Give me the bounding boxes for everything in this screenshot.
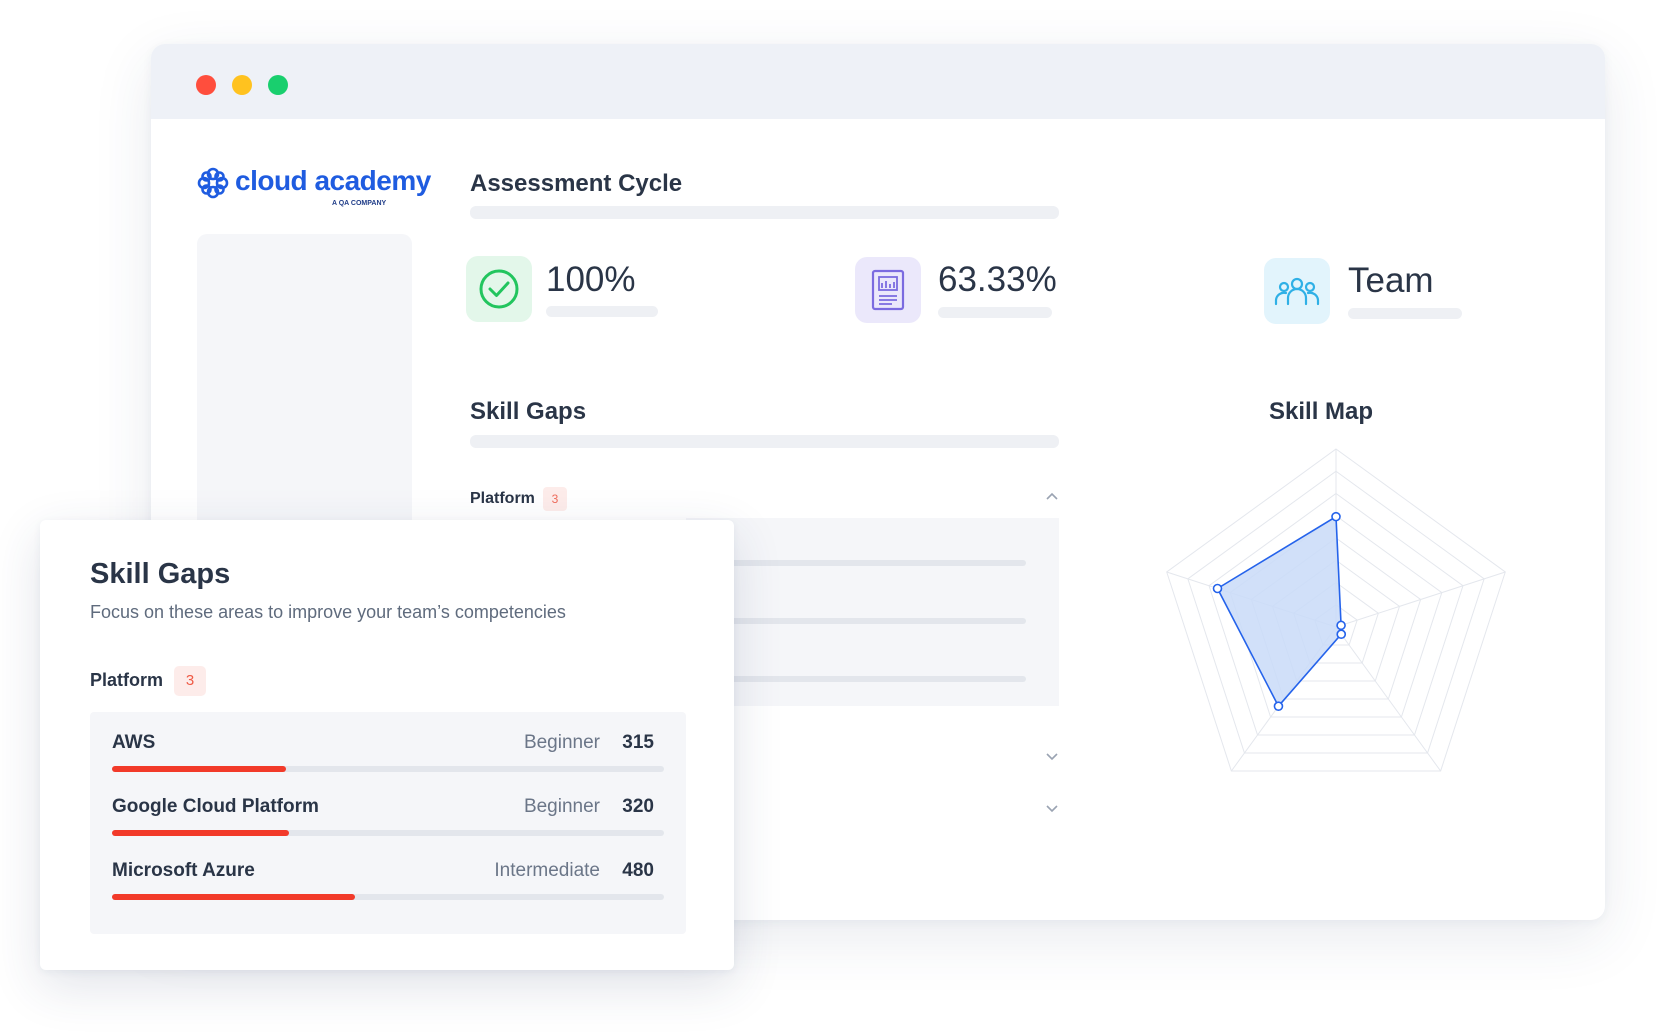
radar-point[interactable]: [1336, 620, 1346, 631]
skeleton-bar: [546, 306, 658, 317]
skill-level: Beginner: [523, 796, 600, 817]
stat-team-icon-box: [1264, 258, 1330, 324]
stat-completion-value: 100%: [546, 260, 636, 299]
skill-gap-row[interactable]: Google Cloud Platform Beginner 320: [112, 796, 664, 846]
team-icon: [1274, 277, 1320, 306]
progress-fill: [112, 830, 289, 836]
skill-gap-row[interactable]: Microsoft Azure Intermediate 480: [112, 860, 664, 910]
skeleton-bar: [938, 307, 1052, 318]
progress-track: [112, 894, 664, 900]
radar-grid-ring: [1208, 492, 1464, 736]
skeleton-bar: [696, 560, 1026, 566]
skill-map-area: [1216, 515, 1343, 708]
skill-level: Intermediate: [494, 860, 600, 881]
progress-fill: [112, 894, 355, 900]
stat-team-value: Team: [1348, 261, 1434, 300]
progress-fill: [112, 766, 286, 772]
platform-list-background: [686, 518, 1059, 706]
skill-score: 315: [622, 732, 654, 753]
chevron-down-icon[interactable]: [1045, 748, 1059, 764]
card-platform-count-badge: 3: [174, 666, 206, 696]
card-subtitle: Focus on these areas to improve your tea…: [90, 602, 566, 622]
skill-map-radar-chart: [1166, 448, 1506, 772]
radar-point[interactable]: [1336, 629, 1347, 640]
skeleton-bar: [696, 618, 1026, 624]
radar-axis: [1335, 571, 1506, 628]
chevron-down-icon[interactable]: [1045, 800, 1059, 816]
radar-point[interactable]: [1273, 701, 1284, 712]
radar-grid-ring: [1187, 470, 1485, 754]
skeleton-bar: [1348, 308, 1462, 319]
stat-score-icon-box: [855, 257, 921, 323]
stat-completion-icon-box: [466, 256, 532, 322]
maximize-window-button[interactable]: [268, 75, 288, 95]
progress-track: [112, 830, 664, 836]
skeleton-bar: [470, 206, 1059, 219]
skill-map-title: Skill Map: [1269, 398, 1374, 425]
skill-score: 480: [622, 860, 654, 881]
skill-name: Microsoft Azure: [112, 860, 255, 881]
close-window-button[interactable]: [196, 75, 216, 95]
skill-score: 320: [622, 796, 654, 817]
skeleton-bar: [470, 435, 1059, 448]
platform-group-label[interactable]: Platform: [470, 490, 535, 507]
skill-gap-list: AWS Beginner 315 Google Cloud Platform B…: [90, 712, 686, 934]
radar-grid-ring: [1166, 448, 1506, 772]
stat-score-value: 63.33%: [938, 260, 1057, 299]
skill-name: AWS: [112, 732, 156, 753]
cloud-academy-logo-icon: [197, 167, 229, 199]
logo-wordmark: cloud academy: [235, 165, 431, 196]
radar-point[interactable]: [1212, 583, 1223, 594]
check-circle-icon: [479, 269, 519, 309]
assessment-cycle-title: Assessment Cycle: [470, 170, 683, 197]
skill-level: Beginner: [523, 732, 600, 753]
radar-point[interactable]: [1331, 511, 1341, 522]
chevron-up-icon[interactable]: [1045, 488, 1059, 504]
card-title: Skill Gaps: [90, 558, 231, 590]
skeleton-bar: [696, 676, 1026, 682]
skill-gaps-title: Skill Gaps: [470, 398, 587, 425]
card-platform-label[interactable]: Platform: [90, 670, 164, 690]
radar-axis: [1335, 626, 1442, 772]
skill-gap-row[interactable]: AWS Beginner 315: [112, 732, 664, 782]
progress-track: [112, 766, 664, 772]
window-titlebar: [151, 44, 1605, 119]
skill-gaps-card: Skill Gaps Focus on these areas to impro…: [40, 520, 734, 970]
minimize-window-button[interactable]: [232, 75, 252, 95]
platform-count-badge: 3: [543, 487, 567, 511]
logo-tagline: A QA COMPANY: [332, 200, 387, 207]
skill-name: Google Cloud Platform: [112, 796, 319, 817]
report-icon: [871, 269, 905, 311]
sidebar-placeholder: [197, 234, 412, 574]
